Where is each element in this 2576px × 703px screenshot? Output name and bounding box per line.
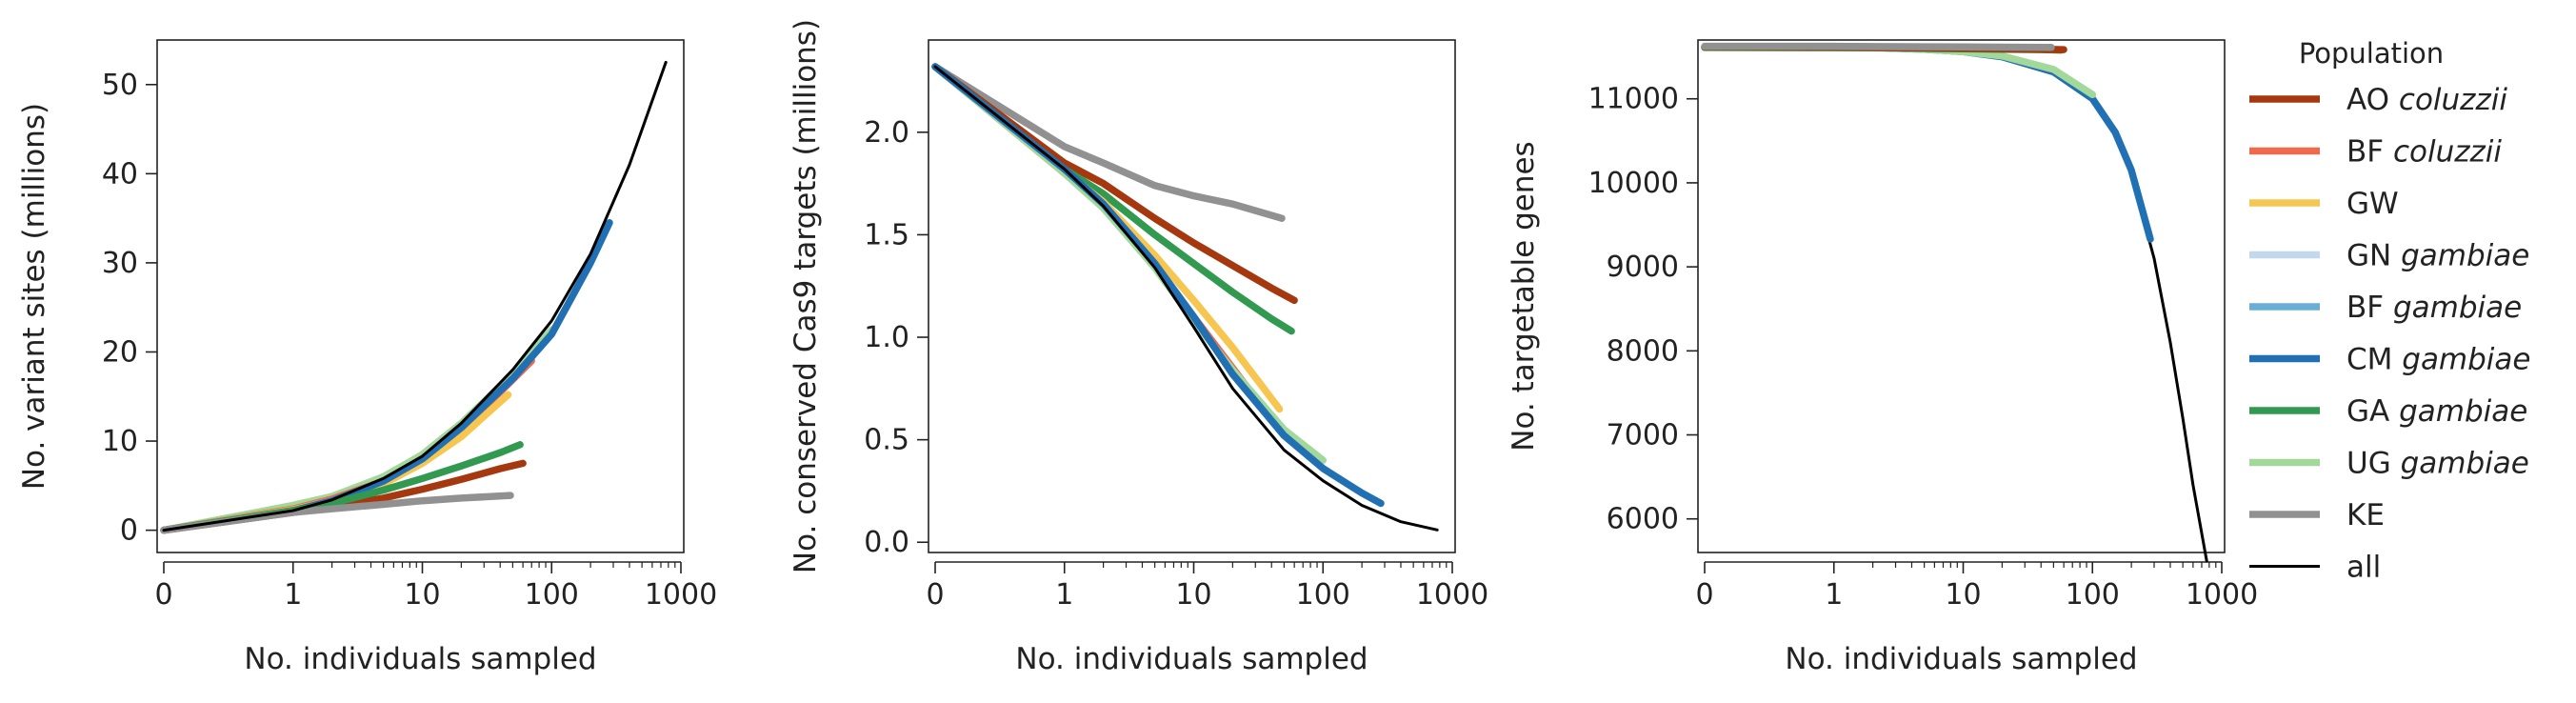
legend-label-prefix: GW xyxy=(2346,187,2399,221)
x-tick-label: 10 xyxy=(1945,578,1981,612)
series-line-all xyxy=(162,60,668,532)
x-tick-label: 1000 xyxy=(1416,578,1488,612)
series-line-all xyxy=(933,65,1439,532)
legend-label: CM gambiae xyxy=(2346,343,2531,377)
x-tick-label: 1000 xyxy=(645,578,717,612)
legend-label-species: gambiae xyxy=(2384,291,2522,325)
x-axis-label: No. individuals sampled xyxy=(1785,642,2137,676)
y-tick-label: 30 xyxy=(102,247,138,280)
series-line-all xyxy=(1703,45,2208,563)
series-line-cm-gambiae xyxy=(1701,43,2154,243)
x-tick-label: 1 xyxy=(284,578,302,612)
y-axis-label: No. targetable genes xyxy=(1507,141,1541,451)
y-tick-label: 10000 xyxy=(1588,167,1679,200)
x-tick-label: 100 xyxy=(1296,578,1350,612)
legend-label-prefix: BF xyxy=(2346,291,2384,325)
x-tick-label: 0 xyxy=(926,578,944,612)
legend-label-species: gambiae xyxy=(2389,394,2527,429)
y-axis-label: No. variant sites (millions) xyxy=(17,103,51,490)
series-line-ke xyxy=(931,63,1286,222)
legend-label-prefix: AO xyxy=(2346,83,2389,117)
y-tick-label: 6000 xyxy=(1607,503,1679,536)
y-tick-label: 8000 xyxy=(1607,334,1679,368)
legend-label-species: gambiae xyxy=(2391,447,2529,481)
y-tick-label: 11000 xyxy=(1588,83,1679,116)
legend-label: GN gambiae xyxy=(2346,239,2529,273)
y-axis-label: No. conserved Cas9 targets (millions) xyxy=(789,19,823,573)
x-tick-label: 0 xyxy=(1695,578,1713,612)
plot-frame xyxy=(1697,39,2226,553)
series-line-ug-gambiae xyxy=(1701,43,2097,99)
legend-label-species: gambiae xyxy=(2392,343,2530,377)
legend-label-species: coluzzii xyxy=(2389,83,2507,117)
chart-panel-2: 0 1 10 100 1000 No. individuals sampled 0.0 0.5… xyxy=(789,19,1488,676)
plot-frame xyxy=(928,39,1456,553)
legend-label-species: coluzzii xyxy=(2384,135,2502,170)
legend-label-prefix: KE xyxy=(2346,498,2385,532)
x-tick-label: 100 xyxy=(2066,578,2120,612)
y-tick-label: 20 xyxy=(102,335,138,369)
series-line-cm-gambiae xyxy=(931,63,1385,508)
series-line-ug-gambiae xyxy=(931,63,1328,464)
x-axis-label: No. individuals sampled xyxy=(1015,642,1368,676)
series-line-ao-coluzzii xyxy=(931,63,1298,305)
legend-label-prefix: BF xyxy=(2346,135,2384,170)
x-tick-label: 1 xyxy=(1055,578,1073,612)
legend-label: all xyxy=(2346,551,2381,585)
chart-panel-3: 0 1 10 100 1000 No. individuals sampled 6000 70… xyxy=(1507,39,2258,676)
y-tick-label: 0.5 xyxy=(864,424,909,457)
x-tick-label: 10 xyxy=(1175,578,1211,612)
legend-label: GW xyxy=(2346,187,2399,221)
legend-label-prefix: GN xyxy=(2346,239,2391,273)
y-tick-label: 50 xyxy=(102,69,138,102)
y-tick-label: 7000 xyxy=(1607,419,1679,452)
y-tick-label: 9000 xyxy=(1607,251,1679,284)
legend-label: BF coluzzii xyxy=(2346,135,2502,170)
legend-label-species: gambiae xyxy=(2391,239,2529,273)
x-axis-label: No. individuals sampled xyxy=(244,642,596,676)
legend-label: GA gambiae xyxy=(2346,394,2527,429)
series-line-ke xyxy=(1701,42,2055,51)
chart-panel-1: 0 1 10 100 1000 No. individuals sampled 0 10 20 3… xyxy=(17,39,717,676)
legend-label: BF gambiae xyxy=(2346,291,2522,325)
x-tick-label: 100 xyxy=(525,578,579,612)
legend-label-prefix: CM xyxy=(2346,343,2392,377)
y-tick-label: 2.0 xyxy=(864,116,909,150)
legend-label-prefix: GA xyxy=(2346,394,2389,429)
y-tick-label: 0.0 xyxy=(864,526,909,559)
legend-label: AO coluzzii xyxy=(2346,83,2507,117)
y-tick-label: 10 xyxy=(102,425,138,458)
x-tick-label: 1000 xyxy=(2186,578,2258,612)
y-tick-label: 0 xyxy=(120,514,138,548)
plot-frame xyxy=(156,39,685,553)
legend-label: KE xyxy=(2346,498,2385,532)
legend-label-prefix: UG xyxy=(2346,447,2391,481)
y-tick-label: 40 xyxy=(102,157,138,191)
y-tick-label: 1.0 xyxy=(864,321,909,354)
legend-label: UG gambiae xyxy=(2346,447,2529,481)
x-tick-label: 1 xyxy=(1825,578,1843,612)
series-line-ke xyxy=(160,492,514,534)
y-tick-label: 1.5 xyxy=(864,218,909,251)
x-tick-label: 0 xyxy=(154,578,172,612)
legend-label-prefix: all xyxy=(2346,551,2381,585)
x-tick-label: 10 xyxy=(404,578,440,612)
legend-title: Population xyxy=(2299,37,2444,70)
